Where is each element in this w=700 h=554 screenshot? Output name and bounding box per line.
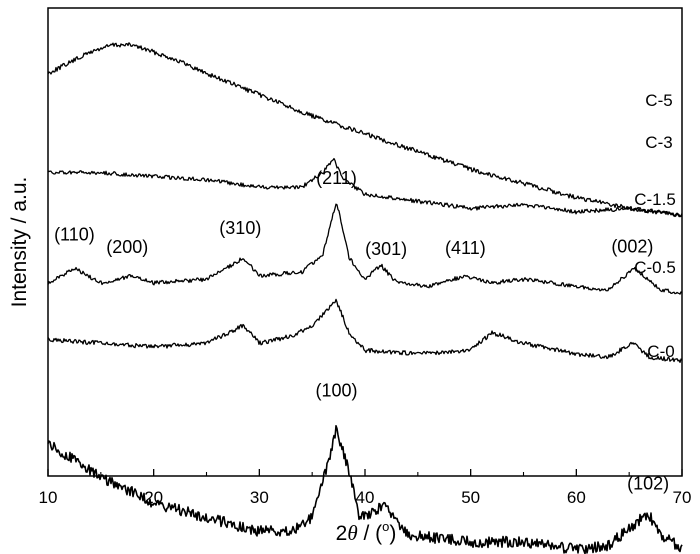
y-axis-label: Intensity / a.u.	[8, 177, 31, 308]
tick-layer: 10 20 30 40 50 60 70	[39, 469, 692, 507]
peak-annotation: (310)	[219, 218, 261, 238]
peak-annotation: (200)	[106, 237, 148, 257]
peak-annotation: (411)	[445, 238, 486, 258]
series-label: C-1.5	[634, 190, 676, 209]
series-label: C-0	[647, 342, 674, 361]
x-axis-label-theta: θ	[347, 521, 357, 545]
series-line-c-0_5	[47, 298, 683, 364]
peak-annotation: (110)	[54, 225, 95, 245]
peak-annotation: (211)	[316, 168, 357, 188]
x-tick-label: 10	[39, 488, 58, 507]
x-axis-label-prefix: 2	[336, 522, 348, 545]
peak-annotation: (301)	[365, 239, 407, 259]
label-layer: C-5 C-3 C-1.5 C-0.5 C-0 (110) (200) (310) (211) (…	[54, 91, 676, 494]
series-label: C-5	[645, 91, 672, 110]
x-tick-label: 20	[144, 488, 163, 507]
x-tick-label: 60	[567, 488, 586, 507]
series-label: C-0.5	[634, 258, 676, 277]
x-tick-label: 30	[250, 488, 269, 507]
series-line-c-0	[47, 425, 683, 554]
x-axis-label-close: )	[389, 522, 396, 545]
x-axis-label-suffix: / (	[358, 522, 383, 545]
peak-annotation: (100)	[315, 380, 357, 400]
x-tick-label: 50	[461, 488, 480, 507]
x-tick-label: 40	[356, 488, 375, 507]
series-line-c-5	[47, 42, 683, 218]
series-line-c-3	[47, 157, 683, 218]
x-axis-label-degree: o	[382, 519, 389, 534]
x-axis-label: 2θ / (o)	[336, 519, 397, 545]
peak-annotation: (002)	[611, 236, 653, 256]
peak-annotation: (102)	[627, 474, 669, 494]
x-tick-label: 70	[673, 488, 692, 507]
series-line-c-1_5	[47, 203, 683, 295]
series-label: C-3	[645, 133, 672, 152]
series-layer	[47, 42, 683, 554]
